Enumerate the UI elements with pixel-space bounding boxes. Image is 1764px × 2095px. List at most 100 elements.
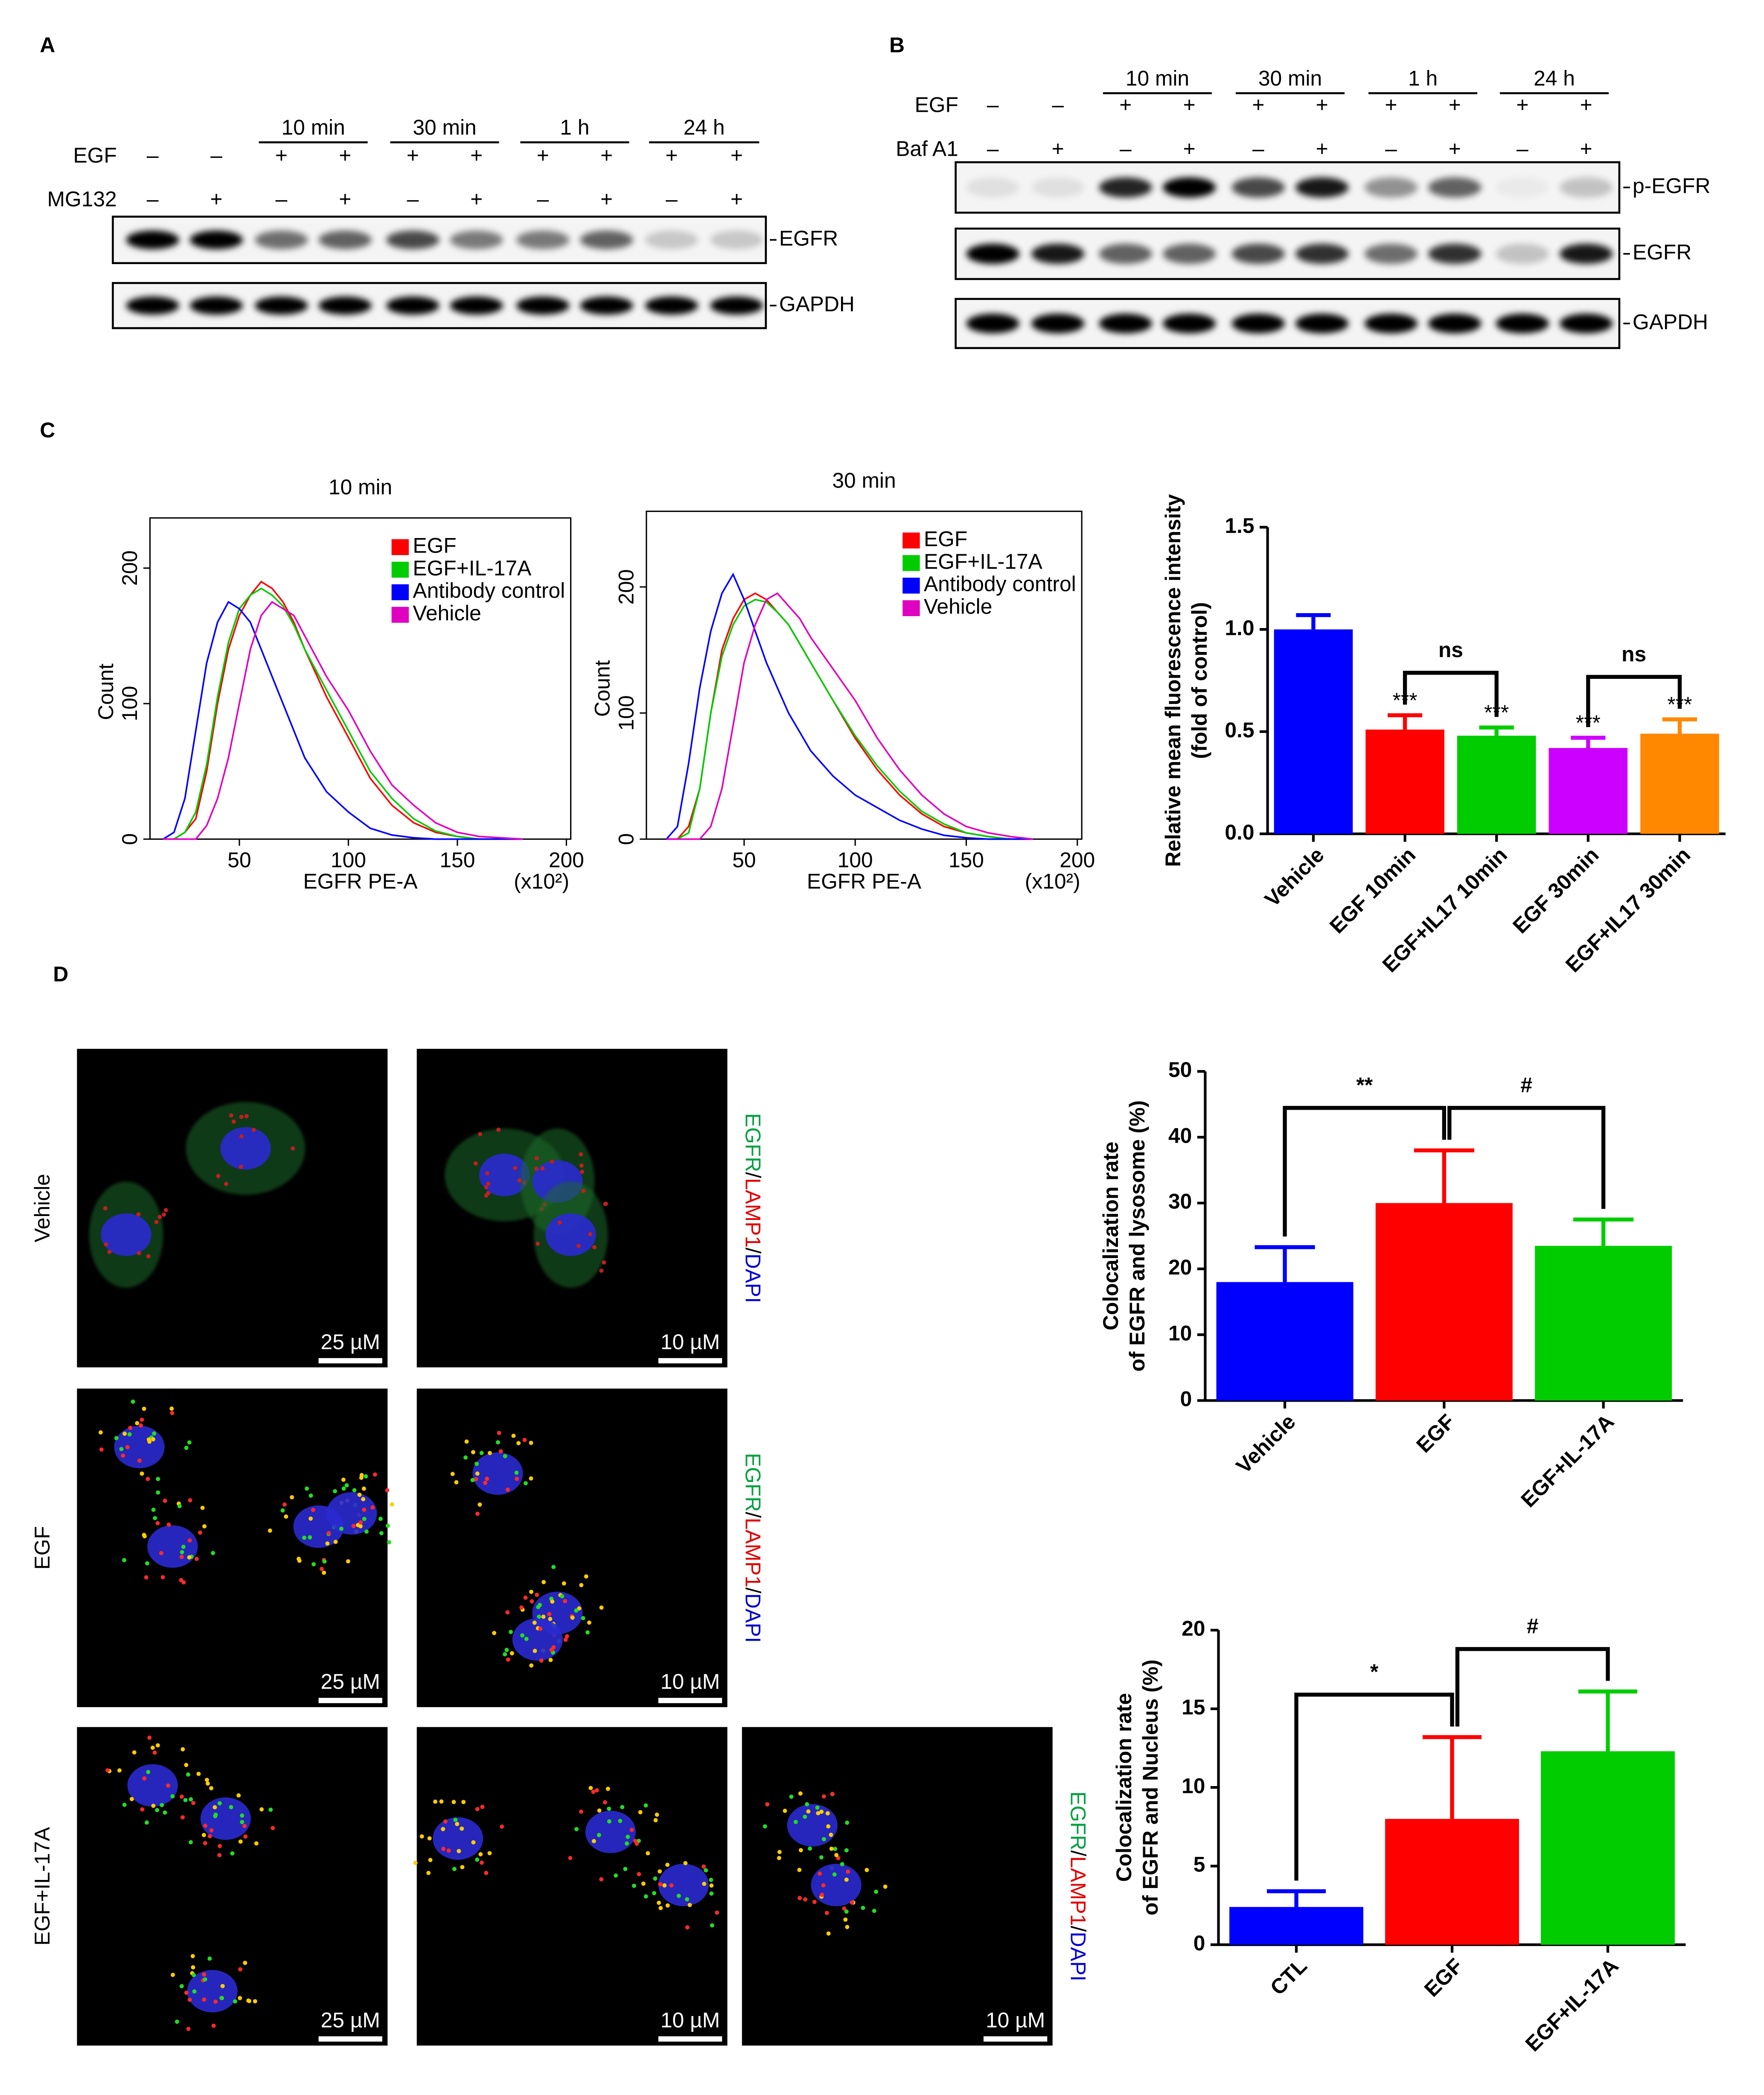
puncta	[207, 1834, 212, 1839]
puncta	[550, 1599, 555, 1604]
plot-frame	[646, 510, 1083, 840]
puncta	[121, 1453, 125, 1458]
y-tick-label: 10	[1168, 1321, 1192, 1345]
sign: –	[407, 187, 419, 211]
puncta	[655, 1813, 659, 1817]
nucleus	[658, 1864, 709, 1906]
nucleus	[147, 1525, 198, 1568]
puncta	[652, 1891, 657, 1895]
x-tick-label: 200	[1060, 848, 1095, 872]
stain-part: /	[1066, 1851, 1090, 1856]
puncta	[599, 1877, 604, 1882]
puncta	[290, 1495, 294, 1500]
puncta	[603, 1202, 608, 1206]
sign: +	[600, 187, 613, 211]
puncta	[487, 1451, 492, 1455]
puncta	[341, 1478, 346, 1482]
y-tick-label: 5	[1193, 1853, 1205, 1877]
puncta	[599, 1269, 604, 1273]
puncta	[483, 1481, 488, 1485]
puncta	[166, 1783, 170, 1788]
sign: +	[1449, 137, 1461, 160]
puncta	[816, 1811, 821, 1816]
time-label: 24 h	[1534, 67, 1575, 90]
puncta	[551, 1565, 556, 1569]
band	[450, 297, 503, 315]
legend-swatch	[391, 539, 409, 555]
puncta	[346, 1559, 350, 1564]
row-label: Baf A1	[896, 137, 958, 160]
bracket	[1283, 1106, 1447, 1237]
puncta	[154, 1220, 159, 1225]
puncta	[107, 1250, 112, 1254]
puncta	[259, 1807, 264, 1812]
sign: –	[276, 187, 288, 211]
legend-label: EGF	[413, 533, 456, 557]
puncta	[495, 1440, 500, 1445]
puncta	[594, 1788, 599, 1792]
band	[1496, 177, 1549, 198]
puncta	[833, 1847, 838, 1851]
y-axis-label: of EGFR and Nucleus (%)	[1138, 1659, 1162, 1915]
puncta	[127, 1432, 132, 1437]
puncta	[515, 1476, 519, 1481]
puncta	[370, 1505, 375, 1510]
puncta	[239, 1134, 244, 1139]
puncta	[824, 1911, 829, 1915]
x-tick-label: 100	[838, 848, 873, 872]
band	[386, 297, 440, 315]
puncta	[201, 1833, 206, 1837]
puncta	[872, 1909, 876, 1913]
puncta	[157, 1215, 162, 1219]
legend-label: EGF+IL-17A	[924, 550, 1043, 573]
puncta	[251, 1128, 256, 1132]
puncta	[218, 1844, 222, 1848]
puncta	[625, 1841, 629, 1846]
band	[1559, 177, 1613, 198]
scale-label: 25 µM	[321, 1670, 380, 1693]
stain-part: DAPI	[741, 1254, 765, 1303]
histogram-line	[163, 601, 523, 840]
puncta	[584, 1574, 588, 1579]
stain-part: /	[741, 1172, 765, 1178]
puncta	[153, 1516, 157, 1520]
puncta	[806, 1809, 811, 1814]
band	[1496, 244, 1549, 264]
stain-part: LAMP1	[1066, 1856, 1090, 1926]
bar	[1216, 1282, 1354, 1401]
error-bar	[1479, 725, 1514, 736]
puncta	[183, 1798, 188, 1802]
puncta	[242, 1824, 247, 1828]
puncta	[443, 1819, 448, 1824]
row-label: MG132	[47, 187, 117, 211]
puncta	[478, 1852, 483, 1856]
band-label: EGFR	[1633, 240, 1691, 264]
puncta	[845, 1820, 850, 1825]
band	[1162, 177, 1216, 198]
band	[1295, 177, 1349, 198]
puncta	[202, 1972, 207, 1977]
time-label: 30 min	[413, 116, 476, 140]
row-label: EGF	[915, 93, 958, 117]
puncta	[486, 1181, 491, 1186]
sign: +	[600, 143, 613, 167]
error-bar	[1266, 1889, 1326, 1907]
y-tick-label: 200	[118, 550, 142, 586]
histogram-line	[163, 601, 523, 840]
stain-part: /	[741, 1587, 765, 1593]
puncta	[588, 1232, 592, 1237]
puncta	[387, 1540, 391, 1545]
puncta	[202, 1524, 207, 1529]
x-tick-label: 100	[331, 848, 366, 872]
puncta	[539, 1658, 544, 1663]
puncta	[240, 1813, 245, 1818]
puncta	[187, 1440, 192, 1445]
puncta	[637, 1872, 641, 1877]
nucleus	[512, 1618, 563, 1661]
puncta	[588, 1786, 593, 1790]
error-bar	[1414, 1148, 1474, 1203]
puncta	[473, 1161, 478, 1166]
puncta	[213, 1813, 218, 1817]
puncta	[626, 1835, 630, 1839]
puncta	[439, 1799, 444, 1804]
